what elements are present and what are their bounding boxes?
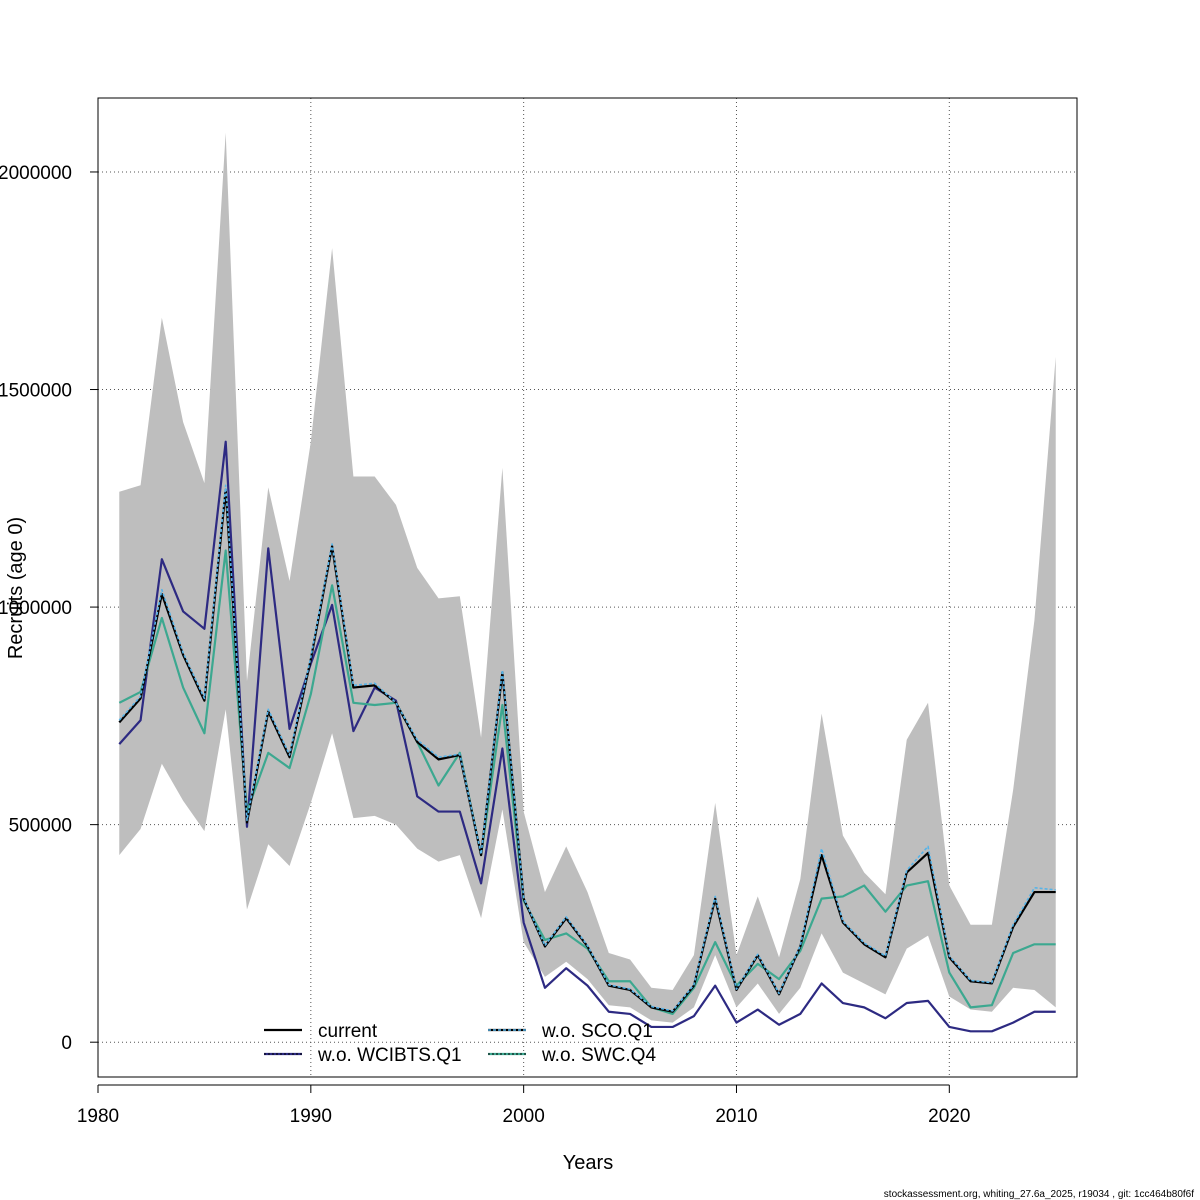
y-axis: 0 500000 1000000 1500000 2000000 [0, 163, 98, 1054]
y-tick-label: 1500000 [0, 381, 72, 402]
series-line-2 [118, 484, 1056, 1012]
legend-item-2: w.o. SCO.Q1 [488, 1021, 653, 1042]
legend: current w.o. WCIBTS.Q1 w.o. SCO.Q1 w.o. SWC… [264, 1021, 656, 1066]
legend-label: w.o. SWC.Q4 [541, 1045, 656, 1066]
x-axis-title: Years [563, 1152, 613, 1174]
plot-frame [97, 97, 1078, 1078]
confidence-band [119, 132, 1056, 1023]
y-tick-label: 1000000 [0, 598, 72, 619]
footer-text: stockassessment.org, whiting_27.6a_2025,… [884, 1189, 1194, 1200]
legend-item-3: w.o. SWC.Q4 [488, 1045, 656, 1066]
legend-label: w.o. WCIBTS.Q1 [317, 1045, 462, 1066]
x-tick-label: 2010 [715, 1106, 757, 1127]
legend-item-0: current [264, 1021, 378, 1042]
x-tick-label: 2000 [503, 1106, 545, 1127]
legend-label: w.o. SCO.Q1 [541, 1021, 653, 1042]
y-axis-title: Recruits (age 0) [5, 517, 27, 659]
x-tick-label: 2020 [928, 1106, 970, 1127]
series-lines [118, 440, 1056, 1033]
x-tick-label: 1990 [290, 1106, 332, 1127]
y-tick-label: 0 [61, 1033, 72, 1054]
series-line-1 [118, 440, 1056, 1033]
confidence-band-area [119, 132, 1056, 1023]
y-tick-label: 2000000 [0, 163, 72, 184]
legend-item-1: w.o. WCIBTS.Q1 [264, 1045, 462, 1066]
legend-label: current [318, 1021, 378, 1042]
x-tick-label: 1980 [77, 1106, 119, 1127]
y-tick-label: 500000 [9, 816, 72, 837]
x-axis: 1980 1990 2000 2010 2020 [77, 1084, 970, 1127]
